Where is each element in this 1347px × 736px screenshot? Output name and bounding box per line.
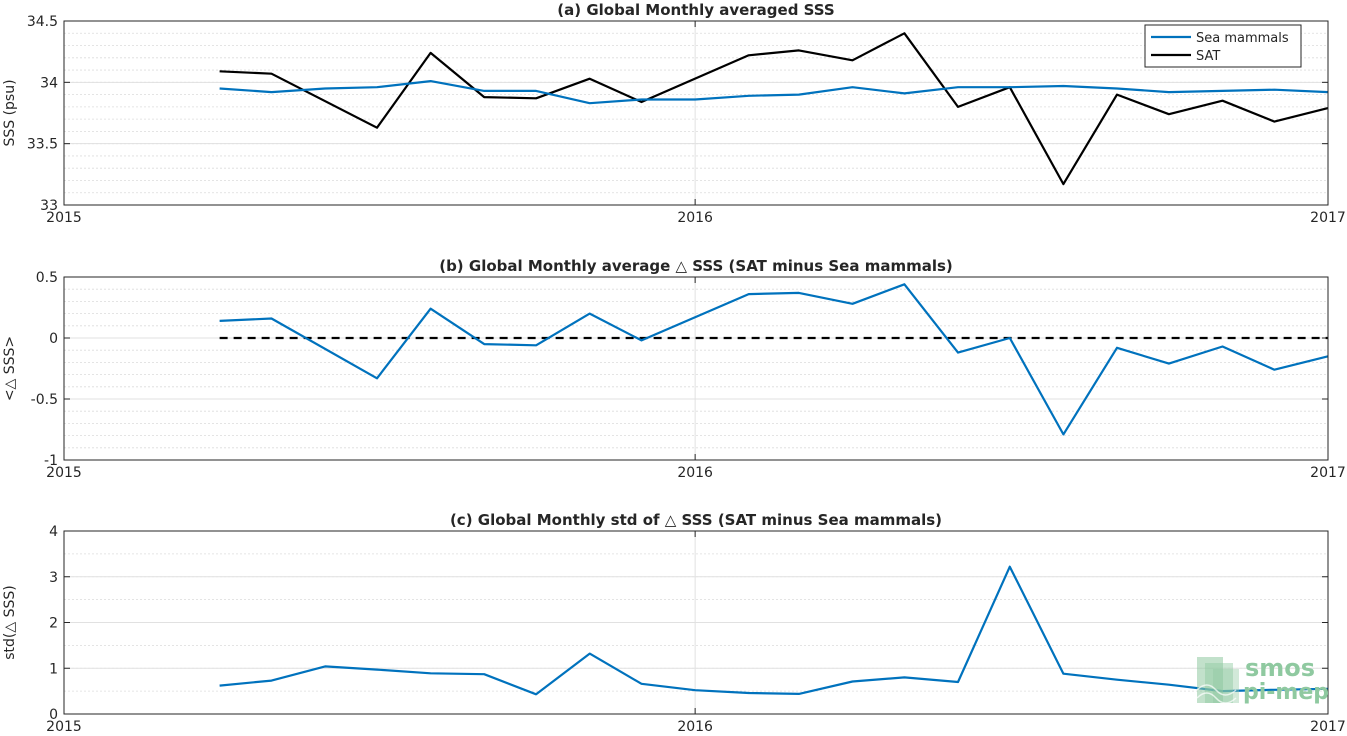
y-tick-label: 0.5 bbox=[36, 270, 58, 286]
smos-pi-mep-logo: smos pi-mep bbox=[1196, 654, 1329, 705]
y-tick-label: 0 bbox=[49, 707, 58, 723]
x-tick-label: 2016 bbox=[677, 465, 713, 481]
y-axis-label: <△ SSS> bbox=[2, 336, 18, 401]
x-tick-label: 2017 bbox=[1310, 210, 1346, 226]
series-line-delta-sss bbox=[219, 565, 1329, 696]
logo-waves-icon bbox=[1196, 657, 1239, 704]
axes-frame bbox=[63, 20, 1329, 206]
x-tick-label: 2015 bbox=[46, 210, 82, 226]
chart-title: (b) Global Monthly average △ SSS (SAT mi… bbox=[439, 257, 953, 275]
series-line-sea-mammals bbox=[219, 80, 1329, 105]
series-line-sat bbox=[219, 32, 1329, 186]
y-tick-label: -1 bbox=[44, 453, 58, 469]
y-tick-label: 34 bbox=[40, 75, 58, 91]
x-tick-label: 2017 bbox=[1310, 465, 1346, 481]
logo-text-pi-mep: pi-mep bbox=[1243, 680, 1329, 705]
series-line-delta-sss bbox=[219, 283, 1329, 436]
x-tick-label: 2015 bbox=[46, 719, 82, 735]
y-tick-label: 33 bbox=[40, 198, 58, 214]
panel-c: 0 1 2 3 4 2015 2016 2017 (c) Global Monthly std … bbox=[2, 511, 1346, 735]
legend-label: SAT bbox=[1196, 49, 1220, 64]
legend: Sea mammals SAT bbox=[1144, 24, 1302, 68]
axes-frame bbox=[63, 530, 1329, 715]
y-tick-label: 3 bbox=[49, 570, 58, 586]
x-tick-label: 2015 bbox=[46, 465, 82, 481]
y-axis-label: SSS (psu) bbox=[2, 79, 18, 146]
y-tick-label: 0 bbox=[49, 331, 58, 347]
chart-title: (a) Global Monthly averaged SSS bbox=[557, 1, 834, 19]
panel-a: 33 33.5 34 34.5 2015 2016 2017 (a) Global Month… bbox=[2, 1, 1346, 226]
y-tick-label: 34.5 bbox=[27, 14, 58, 30]
y-tick-label: 4 bbox=[49, 524, 58, 540]
legend-box bbox=[1144, 24, 1302, 68]
y-tick-label: -0.5 bbox=[31, 392, 58, 408]
logo-text-smos: smos bbox=[1245, 654, 1315, 682]
x-tick-label: 2017 bbox=[1310, 719, 1346, 735]
legend-label: Sea mammals bbox=[1196, 31, 1289, 46]
chart-title: (c) Global Monthly std of △ SSS (SAT min… bbox=[450, 511, 942, 529]
y-tick-label: 1 bbox=[49, 661, 58, 677]
y-tick-label: 33.5 bbox=[27, 137, 58, 153]
panel-b: -1 -0.5 0 0.5 2015 2016 2017 (b) Global Monthly… bbox=[2, 257, 1346, 481]
x-tick-label: 2016 bbox=[677, 719, 713, 735]
y-axis-label: std(△ SSS) bbox=[2, 585, 18, 659]
y-tick-label: 2 bbox=[49, 616, 58, 632]
x-tick-label: 2016 bbox=[677, 210, 713, 226]
axes-frame bbox=[63, 276, 1329, 461]
